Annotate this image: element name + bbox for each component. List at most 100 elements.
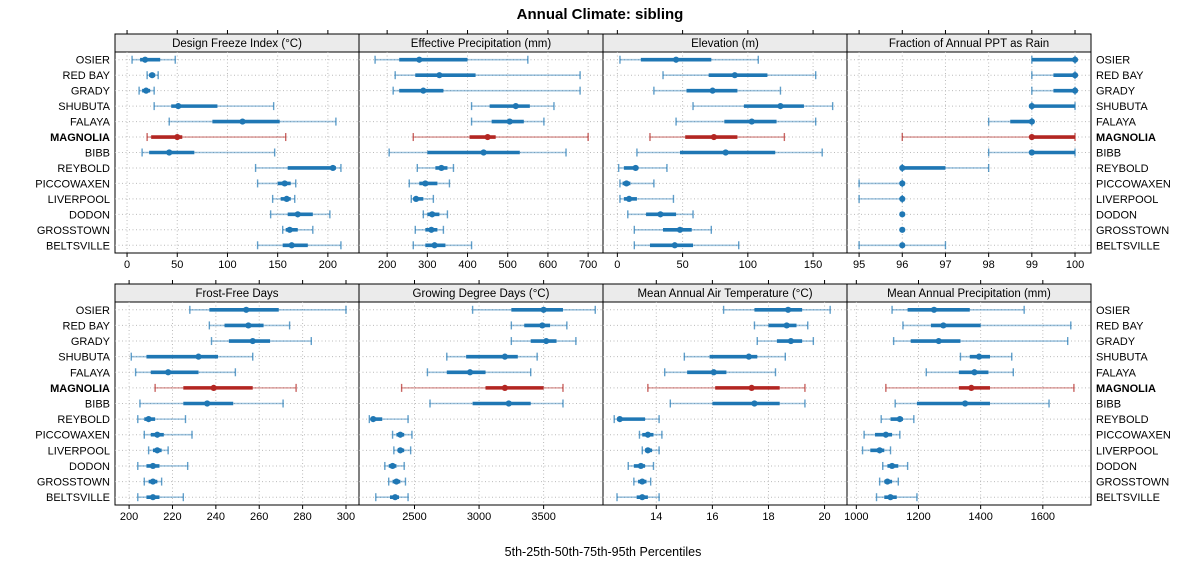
median-dot xyxy=(143,87,150,94)
site-label-right: OSIER xyxy=(1096,55,1130,67)
median-dot xyxy=(657,211,664,218)
median-dot xyxy=(412,195,420,202)
median-dot xyxy=(288,242,295,249)
site-label-right: PICCOWAXEN xyxy=(1096,178,1171,190)
x-tick-label: 100 xyxy=(1066,259,1084,271)
x-tick-label: 0 xyxy=(124,259,130,271)
median-dot xyxy=(731,72,738,79)
median-dot xyxy=(294,211,301,218)
median-dot xyxy=(616,416,623,423)
median-dot xyxy=(637,462,644,470)
median-dot xyxy=(165,369,172,376)
site-label-right: MAGNOLIA xyxy=(1096,132,1156,144)
median-dot xyxy=(484,133,491,141)
median-dot xyxy=(968,384,975,391)
median-dot xyxy=(480,149,487,156)
x-tick-label: 300 xyxy=(418,259,436,271)
median-dot xyxy=(1028,103,1035,110)
median-dot xyxy=(710,133,718,141)
median-dot xyxy=(896,416,903,423)
x-tick-label: 3500 xyxy=(531,511,555,523)
median-dot xyxy=(436,72,443,79)
site-label-left: REYBOLD xyxy=(57,414,110,426)
median-dot xyxy=(505,400,512,407)
median-dot xyxy=(976,353,983,360)
x-tick-label: 220 xyxy=(163,511,181,523)
site-label-left: PICCOWAXEN xyxy=(35,178,110,190)
panel-mean-annual-air-temperature-c-: Mean Annual Air Temperature (°C) 14 16 18 20 xyxy=(602,280,848,523)
site-label-left: LIVERPOOL xyxy=(48,445,110,457)
median-dot xyxy=(438,164,445,172)
site-label-left: LIVERPOOL xyxy=(48,194,110,206)
x-tick-label: 100 xyxy=(218,259,236,271)
site-label-left: GRADY xyxy=(71,86,111,98)
median-dot xyxy=(243,306,250,313)
median-dot xyxy=(416,56,423,63)
x-tick-label: 50 xyxy=(171,259,183,271)
median-dot xyxy=(210,384,217,391)
site-label-left: FALAYA xyxy=(70,367,111,379)
median-dot xyxy=(899,164,906,172)
site-label-right: MAGNOLIA xyxy=(1096,383,1156,395)
median-dot xyxy=(884,478,891,485)
site-label-left: GROSSTOWN xyxy=(37,225,110,237)
site-label-right: DODON xyxy=(1096,461,1137,473)
median-dot xyxy=(370,416,377,423)
median-dot xyxy=(940,322,947,329)
median-dot xyxy=(393,478,400,485)
x-tick-label: 99 xyxy=(1026,259,1038,271)
site-label-left: GROSSTOWN xyxy=(37,477,110,489)
median-dot xyxy=(175,103,182,110)
median-dot xyxy=(145,416,152,423)
site-label-right: REYBOLD xyxy=(1096,163,1149,175)
median-dot xyxy=(748,384,755,391)
median-dot xyxy=(671,242,678,249)
site-label-left: PICCOWAXEN xyxy=(35,430,110,442)
site-label-right: PICCOWAXEN xyxy=(1096,430,1171,442)
site-label-right: BIBB xyxy=(1096,148,1121,160)
median-dot xyxy=(1071,72,1079,79)
site-label-right: LIVERPOOL xyxy=(1096,445,1158,457)
x-tick-label: 1600 xyxy=(1031,511,1055,523)
median-dot xyxy=(154,447,161,454)
x-tick-label: 300 xyxy=(337,511,355,523)
median-dot xyxy=(389,462,396,470)
panel-elevation-m-: Elevation (m) 0 50 100 150 xyxy=(602,30,848,271)
median-dot xyxy=(899,195,906,202)
panel-title-label: Mean Annual Air Temperature (°C) xyxy=(637,288,812,300)
median-dot xyxy=(777,103,784,110)
median-dot xyxy=(245,322,252,329)
median-dot xyxy=(466,369,474,376)
median-dot xyxy=(501,384,508,391)
x-tick-label: 150 xyxy=(268,259,286,271)
x-tick-label: 96 xyxy=(896,259,908,271)
x-tick-label: 20 xyxy=(818,511,830,523)
site-label-left: FALAYA xyxy=(70,117,111,129)
median-dot xyxy=(748,118,755,125)
x-tick-label: 18 xyxy=(762,511,774,523)
site-label-left: SHUBUTA xyxy=(58,352,110,364)
median-dot xyxy=(422,180,429,187)
site-label-right: SHUBUTA xyxy=(1096,101,1148,113)
median-dot xyxy=(397,447,404,454)
median-dot xyxy=(1071,87,1079,94)
x-axis-caption: 5th-25th-50th-75th-95th Percentiles xyxy=(504,545,702,559)
panel-title-label: Effective Precipitation (mm) xyxy=(411,38,552,50)
x-tick-label: 1200 xyxy=(906,511,930,523)
median-dot xyxy=(672,56,680,63)
median-dot xyxy=(962,400,969,407)
x-tick-label: 98 xyxy=(983,259,995,271)
median-dot xyxy=(249,337,256,345)
median-dot xyxy=(710,369,717,376)
site-label-right: BELTSVILLE xyxy=(1096,240,1160,252)
median-dot xyxy=(540,306,547,313)
x-tick-label: 200 xyxy=(319,259,337,271)
site-label-left: BIBB xyxy=(85,399,110,411)
median-dot xyxy=(887,494,894,501)
median-dot xyxy=(1071,56,1079,63)
site-label-right: BELTSVILLE xyxy=(1096,492,1160,504)
median-dot xyxy=(149,478,157,485)
median-dot xyxy=(899,211,906,218)
